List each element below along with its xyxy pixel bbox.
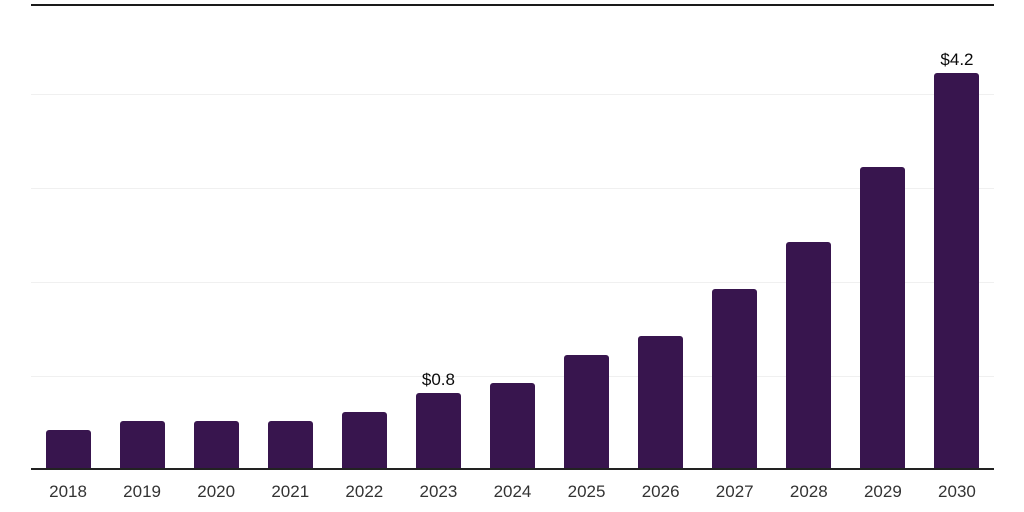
x-axis-label: 2021 bbox=[271, 482, 310, 501]
bar bbox=[193, 421, 239, 468]
x-axis-label: 2029 bbox=[863, 482, 902, 501]
x-axis-label: 2019 bbox=[123, 482, 161, 501]
bar-value-label: $0.8 bbox=[421, 369, 455, 389]
bar bbox=[341, 411, 387, 468]
gridline bbox=[31, 376, 994, 377]
bar bbox=[415, 392, 461, 468]
x-axis-label: 2027 bbox=[715, 482, 754, 501]
x-axis-label: 2022 bbox=[345, 482, 384, 501]
bar bbox=[564, 355, 610, 468]
bar bbox=[119, 421, 165, 468]
x-axis-label: 2028 bbox=[789, 482, 828, 501]
bar bbox=[638, 336, 684, 468]
x-axis-label: 2023 bbox=[419, 482, 458, 501]
x-axis-label: 2020 bbox=[197, 482, 236, 501]
x-axis-label: 2030 bbox=[938, 482, 976, 501]
bar bbox=[267, 421, 313, 468]
x-axis-label: 2026 bbox=[641, 482, 680, 501]
gridline bbox=[31, 94, 994, 95]
x-axis-label: 2024 bbox=[493, 482, 532, 501]
bar bbox=[490, 383, 535, 468]
x-axis-line bbox=[31, 468, 994, 470]
bar bbox=[45, 430, 91, 468]
bar bbox=[786, 242, 832, 468]
x-axis-label: 2018 bbox=[49, 482, 87, 501]
gridline bbox=[31, 188, 994, 189]
bar bbox=[934, 73, 980, 468]
gridline bbox=[31, 282, 994, 283]
bar bbox=[860, 167, 906, 468]
chart-top-border bbox=[31, 4, 994, 6]
bar-value-label: $4.2 bbox=[940, 50, 974, 70]
x-axis-label: 2025 bbox=[567, 482, 606, 501]
bar bbox=[712, 289, 758, 468]
